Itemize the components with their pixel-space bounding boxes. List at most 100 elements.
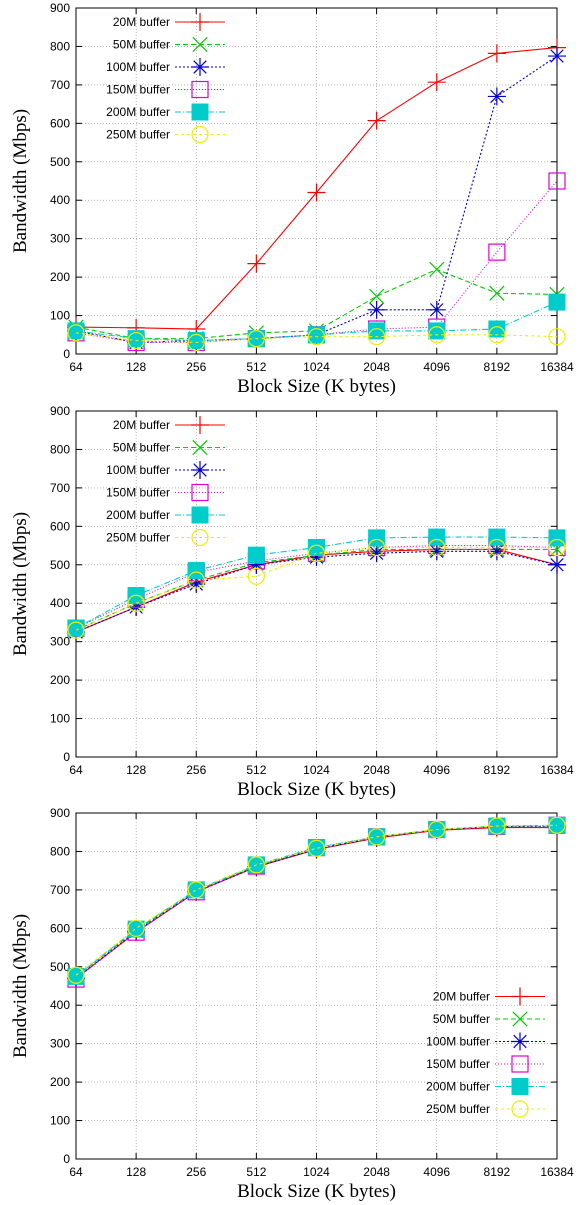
data-point [488, 326, 506, 344]
x-tick-label: 256 [186, 1165, 206, 1179]
y-tick-label: 100 [50, 1114, 70, 1128]
data-point [428, 326, 446, 344]
data-point [367, 111, 386, 130]
marker-shape [548, 172, 566, 190]
legend-label: 250M buffer [426, 1102, 490, 1116]
x-tick-label: 16384 [540, 763, 574, 777]
data-point [67, 966, 85, 984]
series-line [75, 180, 558, 344]
marker-shape [368, 828, 386, 846]
data-point [428, 820, 446, 839]
x-tick-label: 16384 [540, 360, 574, 374]
x-tick-label: 128 [126, 360, 146, 374]
marker-stroke [490, 89, 504, 104]
data-point [247, 567, 265, 585]
x-tick-label: 1024 [303, 1165, 330, 1179]
series-line [75, 301, 558, 342]
legend-marker [191, 13, 209, 31]
legend-marker [511, 1100, 529, 1118]
marker-shape [368, 529, 386, 547]
marker-shape [191, 528, 209, 547]
bandwidth-chart-3: 0 100 200 300 400 500 600 700 800 900 64 128 256 512 1… [10, 806, 574, 1202]
legend-label: 200M buffer [426, 1080, 490, 1094]
data-point [548, 529, 566, 547]
marker-shape [247, 330, 265, 348]
marker-stroke [550, 558, 564, 572]
marker-shape [247, 567, 265, 585]
data-point [369, 288, 385, 304]
legend-marker [191, 461, 209, 479]
data-point [127, 919, 145, 937]
marker-shape [488, 528, 506, 546]
y-tick-label: 800 [50, 39, 70, 53]
y-tick-label: 400 [50, 596, 70, 610]
chart-panel-1: 0 100 200 300 400 500 600 700 800 900 64 128 256 512 1… [0, 0, 584, 400]
marker-shape [511, 1100, 529, 1118]
legend-marker [191, 506, 209, 524]
marker-shape [368, 322, 386, 340]
legend-marker [192, 36, 208, 53]
data-point [247, 330, 265, 348]
marker-shape [187, 571, 205, 589]
marker-stroke [192, 36, 208, 53]
marker-shape [428, 820, 446, 839]
y-tick-label: 400 [50, 193, 70, 207]
data-point [487, 44, 506, 63]
data-point [429, 261, 445, 278]
marker-shape [67, 621, 85, 639]
data-point [307, 839, 326, 857]
legend-label: 200M buffer [106, 105, 170, 119]
y-tick-label: 200 [50, 673, 70, 687]
x-tick-label: 2048 [363, 1165, 390, 1179]
y-tick-label: 500 [50, 155, 70, 169]
x-tick-label: 8192 [484, 1165, 511, 1179]
marker-shape [127, 919, 145, 937]
marker-shape [191, 103, 209, 121]
legend-marker [512, 1011, 528, 1027]
chart-panel-2: 0 100 200 300 400 500 600 700 800 900 64 128 256 512 1… [0, 403, 584, 803]
marker-stroke [369, 546, 384, 560]
y-tick-label: 600 [50, 921, 70, 935]
marker-shape [191, 483, 209, 502]
y-tick-label: 100 [50, 712, 70, 726]
y-tick-label: 0 [63, 750, 70, 764]
x-tick-label: 128 [126, 763, 146, 777]
y-tick-label: 0 [63, 1152, 70, 1166]
marker-shape [368, 328, 386, 346]
legend-label: 100M buffer [426, 1035, 490, 1049]
data-point [548, 47, 566, 66]
marker-shape [307, 328, 326, 346]
data-point [488, 528, 506, 546]
legend-marker [191, 528, 209, 547]
y-tick-label: 400 [50, 998, 70, 1012]
x-tick-label: 512 [246, 763, 266, 777]
marker-shape [488, 817, 506, 835]
x-tick-label: 16384 [540, 1165, 574, 1179]
legend-label: 100M buffer [106, 463, 170, 477]
legend-label: 200M buffer [106, 508, 170, 522]
data-point [67, 621, 85, 639]
data-point [427, 300, 446, 319]
x-tick-label: 64 [69, 360, 83, 374]
marker-stroke [369, 303, 384, 317]
marker-stroke [193, 463, 207, 477]
x-tick-label: 8192 [484, 763, 511, 777]
legend-marker [511, 1055, 529, 1073]
legend-label: 20M buffer [433, 990, 490, 1004]
legend-label: 20M buffer [113, 418, 170, 432]
data-point [428, 322, 446, 340]
data-point [548, 328, 566, 346]
data-point [308, 538, 325, 556]
marker-shape [548, 538, 566, 557]
y-tick-label: 200 [50, 270, 70, 284]
data-point [427, 73, 446, 92]
x-tick-label: 512 [246, 1165, 266, 1179]
data-point [187, 571, 205, 589]
x-tick-label: 4096 [423, 1165, 450, 1179]
y-tick-label: 700 [50, 481, 70, 495]
marker-shape [67, 966, 85, 984]
x-tick-label: 8192 [484, 360, 511, 374]
marker-shape [247, 856, 265, 874]
legend-marker [191, 58, 209, 76]
x-tick-label: 4096 [423, 360, 450, 374]
